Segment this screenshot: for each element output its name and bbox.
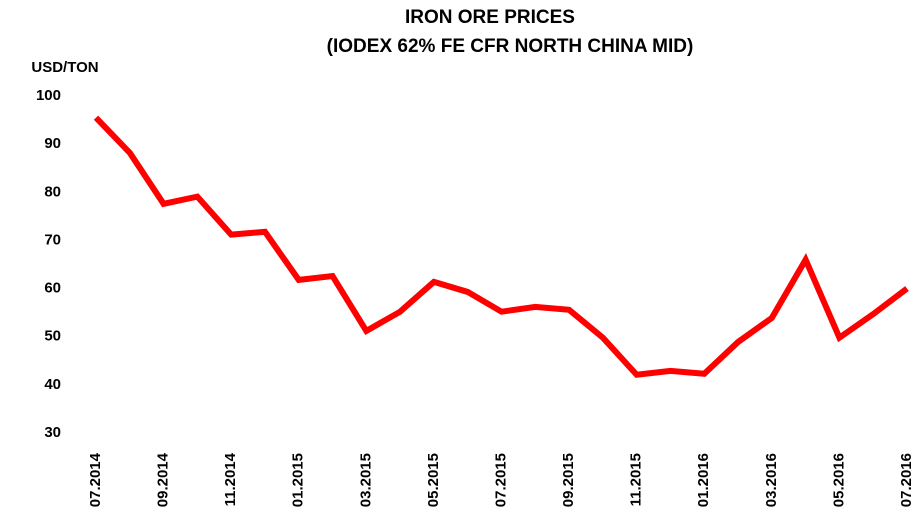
price-line bbox=[93, 115, 909, 378]
x-tick-label: 03.2016 bbox=[763, 453, 780, 507]
y-tick-label: 40 bbox=[44, 376, 61, 393]
chart-subtitle: (IODEX 62% FE CFR NORTH CHINA MID) bbox=[327, 36, 694, 57]
x-tick-label: 07.2016 bbox=[898, 453, 915, 507]
x-tick-label: 07.2015 bbox=[492, 453, 509, 507]
x-tick-label: 11.2014 bbox=[222, 452, 239, 506]
x-tick-label: 05.2015 bbox=[425, 453, 442, 507]
y-tick-label: 60 bbox=[44, 280, 61, 297]
x-tick-label: 03.2015 bbox=[357, 453, 374, 507]
x-tick-label: 05.2016 bbox=[830, 453, 847, 507]
x-tick-label: 07.2014 bbox=[87, 452, 104, 507]
x-tick-label: 01.2015 bbox=[290, 453, 307, 507]
y-tick-label: 70 bbox=[44, 231, 61, 248]
x-tick-label: 11.2015 bbox=[628, 453, 645, 506]
y-tick-label: 30 bbox=[44, 424, 61, 441]
y-tick-label: 80 bbox=[44, 183, 61, 200]
chart-title: IRON ORE PRICES bbox=[405, 7, 575, 28]
x-tick-label: 09.2014 bbox=[155, 452, 172, 507]
y-tick-label: 50 bbox=[44, 328, 61, 345]
y-tick-label: 100 bbox=[36, 87, 61, 104]
x-tick-label: 09.2015 bbox=[560, 453, 577, 507]
y-tick-label: 90 bbox=[44, 135, 61, 152]
y-axis-label: USD/TON bbox=[31, 59, 98, 76]
x-tick-label: 01.2016 bbox=[695, 453, 712, 507]
